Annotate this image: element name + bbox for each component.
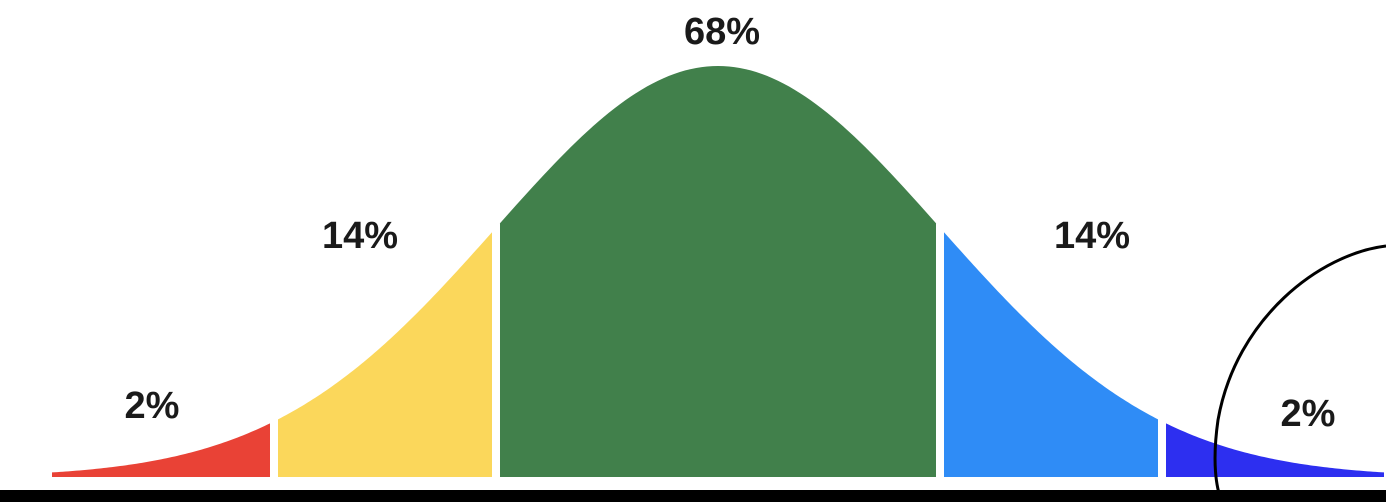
label-left-14pct: 14% [322, 215, 398, 257]
annotation-circle [1213, 244, 1386, 502]
chart-baseline [0, 490, 1386, 502]
label-right-14pct: 14% [1054, 215, 1130, 257]
segment-right [944, 232, 1158, 477]
segment-labels: 2% 14% 68% 14% 2% [125, 11, 1336, 435]
label-center-68pct: 68% [684, 11, 760, 53]
label-far-left-2pct: 2% [125, 385, 180, 427]
label-far-right-2pct: 2% [1281, 393, 1336, 435]
curve-segments [52, 66, 1384, 477]
segment-left [278, 232, 492, 477]
segment-far-right [1166, 423, 1384, 477]
segment-center [500, 66, 936, 477]
segment-far-left [52, 423, 270, 477]
